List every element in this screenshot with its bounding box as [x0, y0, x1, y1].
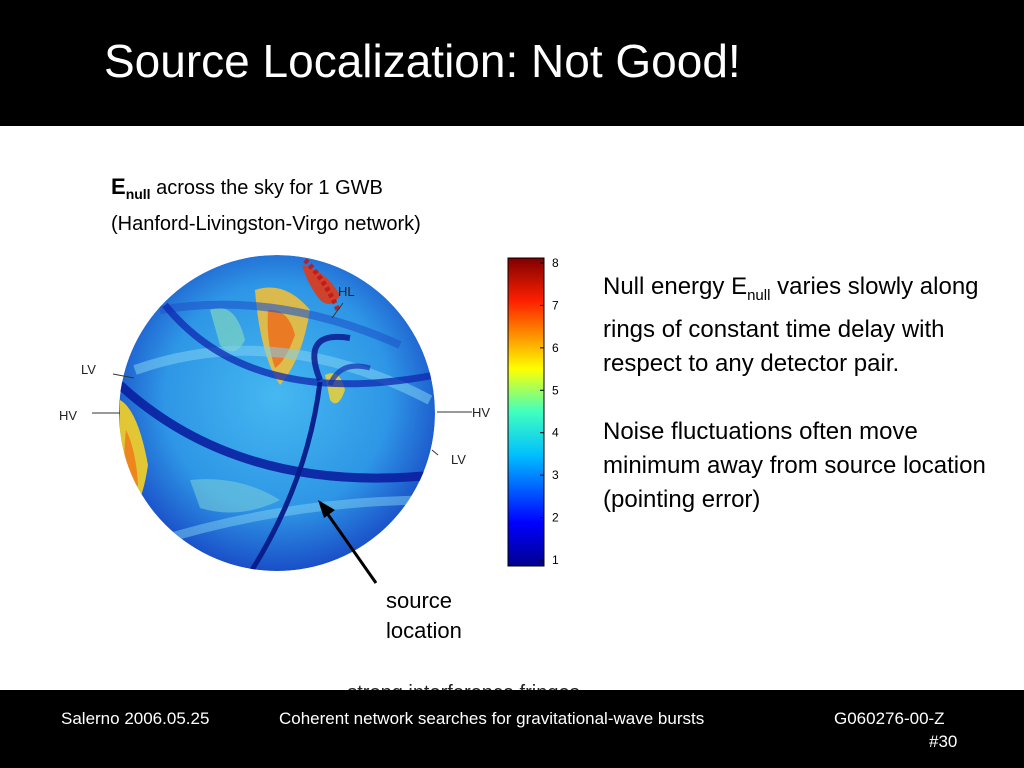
source-arrow-shaft [320, 505, 378, 584]
note1-before: Null energy E [603, 273, 748, 300]
lv-left-leader-line [112, 373, 135, 379]
colorbar-tick-label: 4 [552, 426, 559, 440]
note1-subscript: null [747, 286, 771, 304]
footer-left: Salerno 2006.05.25 [61, 709, 210, 728]
footer-right: G060276-00-Z [834, 709, 945, 728]
sky-label-hl: HL [338, 284, 355, 299]
note1-after: varies slowly along rings of constant ti… [603, 273, 979, 377]
colorbar-tick-label: 3 [552, 468, 559, 482]
sky-map-figure: HL LV HV HV LV [59, 255, 490, 584]
footer-page-number: #30 [929, 732, 958, 751]
colorbar-tick-label: 6 [552, 341, 559, 355]
colorbar-tick-label: 7 [552, 298, 559, 312]
caption-line-1: Enull across the sky for 1 GWB [111, 172, 421, 209]
note-noise-fluctuations: Noise fluctuations often move minimum aw… [603, 417, 986, 513]
slide-title: Source Localization: Not Good! [104, 35, 741, 87]
lv-right-leader-line [431, 449, 439, 456]
caption-subscript: null [125, 186, 151, 202]
sky-label-lv-left: LV [81, 362, 96, 377]
map-caption: Enull across the sky for 1 GWB (Hanford-… [111, 172, 421, 239]
footer-center: Coherent network searches for gravitatio… [279, 709, 705, 728]
sky-label-hv-left: HV [59, 408, 77, 423]
caption-symbol: E [111, 174, 126, 199]
colorbar: 8 7 6 5 4 3 2 1 [507, 256, 559, 567]
colorbar-tick-label: 5 [552, 383, 559, 397]
colorbar-ticks: 8 7 6 5 4 3 2 1 [540, 256, 559, 567]
source-location-label: source location [386, 586, 462, 646]
colorbar-tick-label: 8 [552, 256, 559, 270]
caption-line-2: (Hanford-Livingston-Virgo network) [111, 213, 421, 235]
notes-text: Null energy Enull varies slowly along ri… [603, 270, 1003, 551]
source-label-line-1: source [386, 588, 453, 613]
sky-label-hv-right: HV [472, 405, 490, 420]
colorbar-tick-label: 1 [552, 553, 559, 567]
colorbar-tick-label: 2 [552, 511, 559, 525]
colorbar-gradient [507, 257, 545, 567]
source-label-line-2: location [386, 618, 462, 643]
null-energy-sphere [119, 255, 435, 571]
caption-line1-text: across the sky for 1 GWB [150, 177, 383, 199]
source-arrow-head [318, 500, 335, 518]
footer-bar: Salerno 2006.05.25 Coherent network sear… [0, 690, 1024, 768]
note-null-energy: Null energy Enull varies slowly along ri… [603, 270, 1003, 381]
sky-label-lv-right: LV [451, 452, 466, 467]
hl-leader-line [331, 302, 344, 319]
title-bar: Source Localization: Not Good! [0, 0, 1024, 126]
